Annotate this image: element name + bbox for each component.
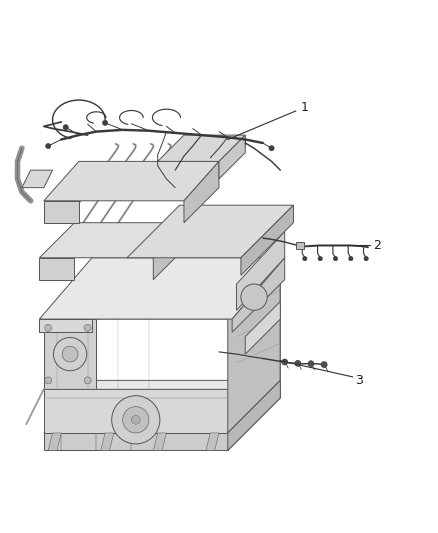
Polygon shape — [245, 302, 280, 354]
Circle shape — [84, 324, 91, 332]
Polygon shape — [44, 389, 228, 433]
Polygon shape — [39, 319, 92, 332]
Polygon shape — [39, 258, 74, 280]
Circle shape — [321, 361, 327, 368]
Circle shape — [364, 256, 368, 261]
Circle shape — [53, 337, 87, 371]
Polygon shape — [22, 170, 53, 188]
Polygon shape — [232, 258, 285, 332]
Circle shape — [295, 360, 301, 366]
Polygon shape — [127, 205, 293, 258]
Circle shape — [318, 256, 322, 261]
Polygon shape — [228, 381, 280, 450]
Polygon shape — [44, 161, 219, 201]
Polygon shape — [44, 319, 96, 389]
Circle shape — [45, 324, 52, 332]
Polygon shape — [153, 223, 188, 280]
Circle shape — [303, 256, 307, 261]
Text: 1: 1 — [300, 101, 308, 115]
Polygon shape — [241, 205, 293, 275]
Polygon shape — [48, 433, 61, 450]
Polygon shape — [44, 201, 79, 223]
Polygon shape — [44, 433, 96, 450]
Polygon shape — [228, 381, 280, 450]
Polygon shape — [219, 135, 245, 179]
Circle shape — [269, 146, 274, 151]
Circle shape — [102, 120, 108, 125]
Circle shape — [131, 415, 140, 424]
Circle shape — [84, 377, 91, 384]
Circle shape — [349, 256, 353, 261]
Circle shape — [46, 143, 51, 149]
Circle shape — [112, 395, 160, 444]
Circle shape — [308, 361, 314, 367]
Circle shape — [333, 256, 338, 261]
Text: 3: 3 — [355, 374, 363, 387]
Polygon shape — [184, 161, 219, 223]
Polygon shape — [44, 381, 280, 433]
Polygon shape — [296, 242, 304, 249]
Polygon shape — [101, 433, 114, 450]
Text: 2: 2 — [373, 239, 381, 252]
Circle shape — [62, 346, 78, 362]
Polygon shape — [158, 135, 245, 161]
Circle shape — [241, 284, 267, 310]
Polygon shape — [206, 433, 219, 450]
Circle shape — [282, 359, 288, 365]
Circle shape — [45, 377, 52, 384]
Circle shape — [123, 407, 149, 433]
Polygon shape — [39, 223, 188, 258]
Polygon shape — [153, 433, 166, 450]
Circle shape — [63, 125, 68, 130]
Polygon shape — [44, 433, 228, 450]
Polygon shape — [228, 266, 280, 433]
Polygon shape — [44, 266, 280, 319]
Polygon shape — [39, 258, 285, 319]
Polygon shape — [237, 231, 285, 310]
